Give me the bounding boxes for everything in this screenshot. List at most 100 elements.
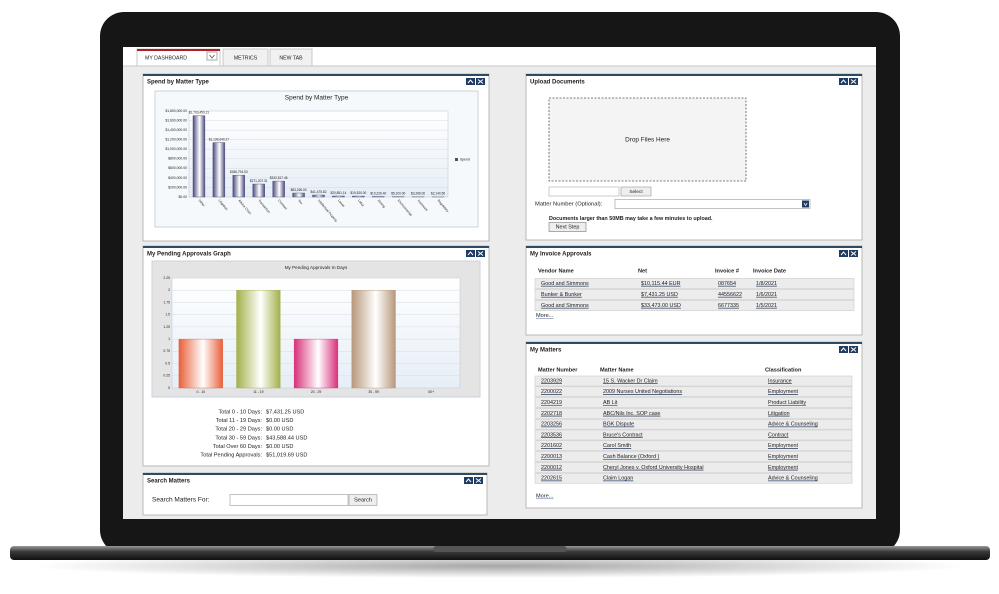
table-link[interactable]: $33,473.00 USD xyxy=(641,303,681,309)
chart-title: Spend by Matter Type xyxy=(285,95,349,102)
table-link[interactable]: 2203536 xyxy=(541,432,562,438)
table-link[interactable]: $7,431.25 USD xyxy=(641,292,678,298)
table-link[interactable]: 2200022 xyxy=(541,389,562,395)
column-header: Invoice Date xyxy=(753,268,786,274)
table-link[interactable]: Good and Simmons xyxy=(541,303,589,309)
table-link[interactable]: 2204219 xyxy=(541,400,562,406)
bar xyxy=(178,338,223,389)
value-label: $456,794.53 xyxy=(230,170,248,174)
bar xyxy=(232,174,245,198)
table-link[interactable]: 1/6/2021 xyxy=(756,292,777,298)
minimize-glyph xyxy=(465,478,472,483)
table-link[interactable]: Cheryl Jones v. Oxford University Hospit… xyxy=(603,465,704,471)
table-row[interactable] xyxy=(534,375,853,387)
table-link[interactable]: Insurance xyxy=(768,378,792,384)
table-link[interactable]: Advice & Counseling xyxy=(768,422,818,428)
minimize-button[interactable] xyxy=(839,346,848,353)
table-link[interactable]: 2203929 xyxy=(541,378,562,384)
table-link[interactable]: Product Liability xyxy=(768,400,806,406)
table-row[interactable] xyxy=(534,289,855,300)
tab-label[interactable]: METRICS xyxy=(234,55,258,61)
tab-label[interactable]: MY DASHBOARD xyxy=(145,55,187,61)
more-link[interactable]: More... xyxy=(536,313,554,319)
table-link[interactable]: 2200013 xyxy=(541,454,562,460)
table-link[interactable]: 2200012 xyxy=(541,465,562,471)
table-link[interactable]: 2203256 xyxy=(541,422,562,428)
table-link[interactable]: Employment xyxy=(768,443,798,449)
tab[interactable] xyxy=(269,48,313,67)
laptop-base xyxy=(10,546,990,560)
minimize-button[interactable] xyxy=(464,477,473,484)
bar xyxy=(212,142,226,198)
table-link[interactable]: Carol Smith xyxy=(603,443,631,449)
x-tick-label: Litigation xyxy=(217,199,228,212)
table-row[interactable] xyxy=(534,472,853,484)
value-label: $271,207.31 xyxy=(250,179,268,183)
table-link[interactable]: AB Lit xyxy=(603,400,618,406)
table-row[interactable] xyxy=(534,462,853,473)
table-row[interactable] xyxy=(534,397,853,408)
close-glyph xyxy=(850,251,857,256)
table-link[interactable]: Claim Logan xyxy=(603,476,633,482)
table-row[interactable] xyxy=(534,451,853,462)
arrow-glyph xyxy=(803,202,808,207)
matter-select-arrow[interactable] xyxy=(802,200,809,208)
tab-label[interactable]: NEW TAB xyxy=(279,55,303,61)
table-link[interactable]: $10,115.44 EUR xyxy=(641,281,681,287)
table-row[interactable] xyxy=(534,278,855,289)
minimize-button[interactable] xyxy=(839,78,848,85)
table-link[interactable]: 1/5/2021 xyxy=(756,303,777,309)
minimize-button[interactable] xyxy=(839,250,848,257)
table-link[interactable]: Litigation xyxy=(768,411,790,417)
file-input[interactable] xyxy=(548,186,620,197)
table-link[interactable]: 15 S. Wacker Dr Claim xyxy=(603,378,658,384)
search-input[interactable] xyxy=(229,494,349,506)
table-link[interactable]: Good and Simmons xyxy=(541,281,589,287)
table-link[interactable]: 6677335 xyxy=(718,303,739,309)
minimize-button[interactable] xyxy=(466,250,475,257)
select-label[interactable]: Select xyxy=(629,189,643,195)
next-label[interactable]: Next Step xyxy=(556,225,580,231)
table-link[interactable]: ABC/Nils Inc. SOP case xyxy=(603,411,660,417)
tab-dropdown[interactable] xyxy=(206,51,218,61)
table-row[interactable] xyxy=(534,300,855,311)
table-row[interactable] xyxy=(534,440,853,452)
column-header: Vendor Name xyxy=(538,268,574,274)
table-row[interactable] xyxy=(534,429,853,441)
total-value: $0.00 USD xyxy=(266,444,293,450)
table-link[interactable]: 2202718 xyxy=(541,411,562,417)
table-row[interactable] xyxy=(534,418,853,430)
search-button[interactable] xyxy=(348,494,378,506)
total-label: Total 0 - 10 Days: xyxy=(218,409,262,415)
table-row[interactable] xyxy=(534,386,853,398)
table-link[interactable]: Bruce's Contract xyxy=(603,432,643,438)
column-header: Matter Name xyxy=(600,367,634,373)
table-link[interactable]: 087654 xyxy=(718,281,736,287)
table-link[interactable]: Advice & Counseling xyxy=(768,476,818,482)
tab[interactable] xyxy=(222,48,269,67)
table-link[interactable]: 1/8/2021 xyxy=(756,281,777,287)
matter-select[interactable] xyxy=(614,199,811,209)
table-link[interactable]: 2202615 xyxy=(541,476,562,482)
panel-title: Search Matters xyxy=(147,479,191,485)
table-link[interactable]: 2009 Nurses United Negotiations xyxy=(603,389,682,395)
drop-zone[interactable] xyxy=(548,97,747,182)
more-link[interactable]: More... xyxy=(536,493,554,499)
next-button[interactable] xyxy=(548,222,587,232)
table-link[interactable]: Contract xyxy=(768,432,789,438)
select-button[interactable] xyxy=(620,186,652,197)
table-link[interactable]: Employment xyxy=(768,465,798,471)
table-link[interactable]: Bunker & Bunker xyxy=(541,292,582,298)
y-tick-label: $1,800,000.00 xyxy=(165,109,187,113)
table-link[interactable]: Cash Balance (Oxford ) xyxy=(603,454,660,460)
value-label: $2,140.50 xyxy=(431,192,445,196)
table-link[interactable]: 2201602 xyxy=(541,443,562,449)
table-link[interactable]: Employment xyxy=(768,389,798,395)
table-row[interactable] xyxy=(534,408,853,419)
table-link[interactable]: 44556622 xyxy=(718,292,742,298)
minimize-button[interactable] xyxy=(466,78,475,85)
table-link[interactable]: BGK Dispute xyxy=(603,422,634,428)
search-label: Search Matters For: xyxy=(152,497,210,504)
table-link[interactable]: Employment xyxy=(768,454,798,460)
search-button-label[interactable]: Search xyxy=(354,498,372,504)
